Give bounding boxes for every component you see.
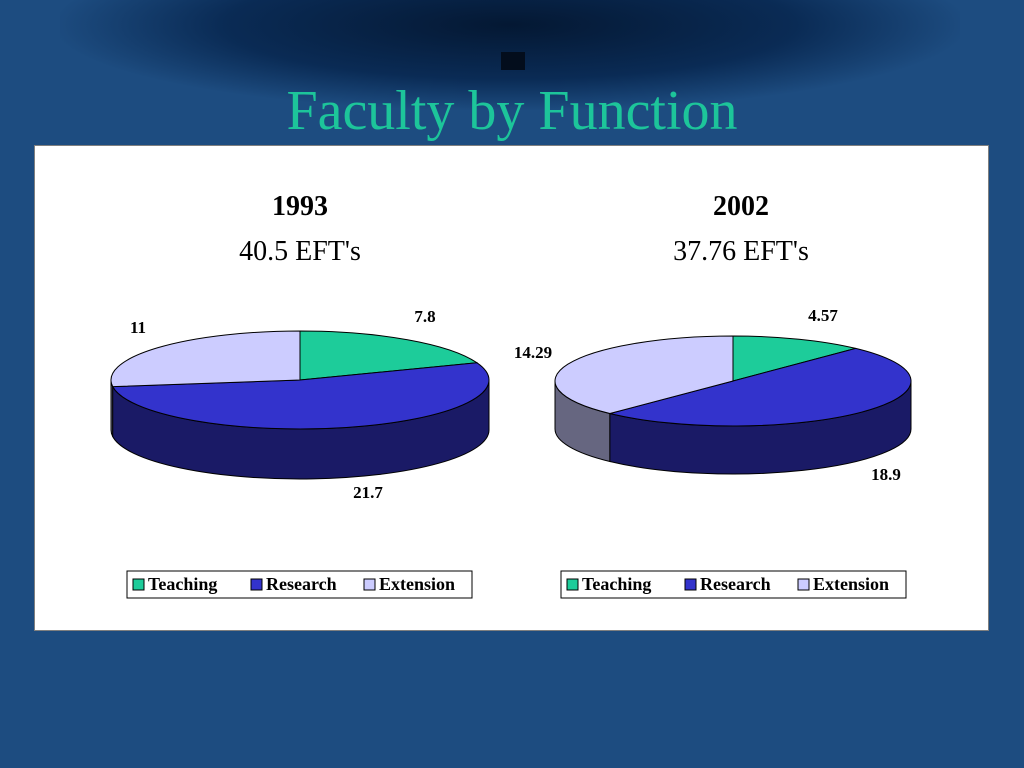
legend-swatch-teaching [566,578,579,591]
pie-chart-1993: 1993 40.5 EFT's 7.8 21.7 11 Teaching Research E… [110,191,490,599]
legend-swatch-extension [363,578,376,591]
pie-slice-extension [554,335,734,415]
legend-box [126,570,473,599]
pie-chart-2002: 2002 37.76 EFT's 4.57 18.9 14.29 Teaching Rese… [514,191,912,599]
chart-legend: Teaching Research Extension [126,570,473,599]
legend-swatch-research [250,578,263,591]
data-label-extension: 11 [130,318,146,337]
legend-label-extension: Extension [813,574,889,594]
data-label-teaching: 4.57 [808,306,838,325]
title-decoration [501,52,525,70]
pie-slice-teaching [732,335,856,382]
chart-subtitle: 40.5 EFT's [239,236,361,267]
pie-charts: 1993 40.5 EFT's 7.8 21.7 11 Teaching Research E… [110,191,912,599]
slide-title: Faculty by Function [286,80,738,142]
pie-slice-teaching [299,330,479,381]
legend-swatch-research [684,578,697,591]
data-label-extension: 14.29 [514,343,552,362]
legend-label-research: Research [266,574,337,594]
chart-panel: 1993 40.5 EFT's 7.8 21.7 11 Teaching Research E… [34,145,989,631]
legend-label-teaching: Teaching [582,574,651,594]
pie-slice-research [111,362,490,430]
chart-title: 1993 [272,191,328,222]
legend-box [560,570,907,599]
data-label-research: 18.9 [871,465,901,484]
data-label-research: 21.7 [353,483,383,502]
data-label-teaching: 7.8 [414,307,435,326]
chart-subtitle: 37.76 EFT's [673,236,809,267]
chart-title: 2002 [713,191,769,222]
pie-slice-extension [110,330,301,388]
legend-swatch-teaching [132,578,145,591]
legend-label-extension: Extension [379,574,455,594]
pie-slice-research [609,347,912,427]
legend-swatch-extension [797,578,810,591]
legend-label-teaching: Teaching [148,574,217,594]
chart-legend: Teaching Research Extension [560,570,907,599]
legend-label-research: Research [700,574,771,594]
